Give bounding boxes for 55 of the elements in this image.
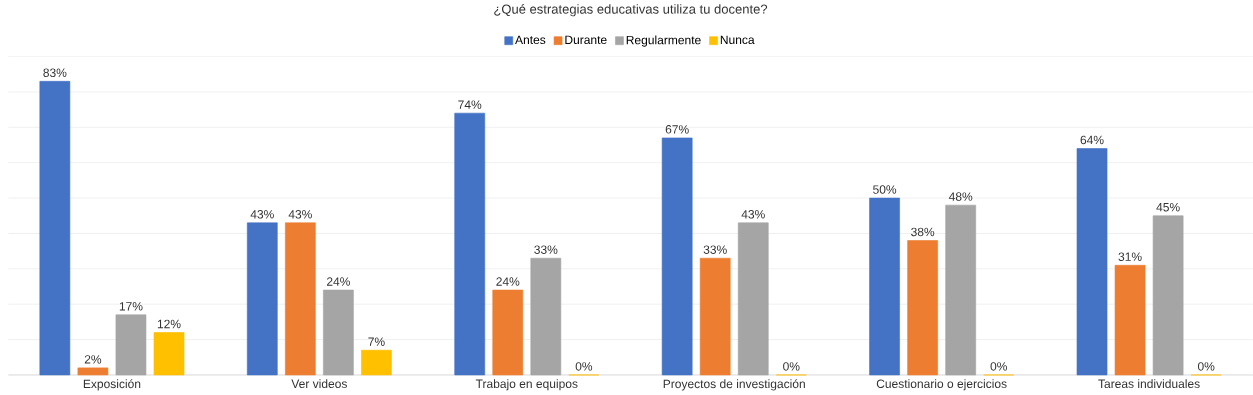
legend-label: Antes bbox=[515, 35, 546, 45]
x-tick-label: Trabajo en equipos bbox=[475, 379, 578, 391]
data-label: 64% bbox=[1080, 135, 1104, 145]
legend-label: Regularmente bbox=[626, 35, 701, 47]
chart-title: ¿Qué estrategias educativas utiliza tu docente? bbox=[494, 4, 768, 17]
data-label: 43% bbox=[250, 210, 274, 219]
bar bbox=[323, 289, 354, 376]
data-label: 0% bbox=[783, 362, 800, 371]
data-label: 0% bbox=[575, 362, 593, 371]
data-label: 24% bbox=[496, 277, 520, 286]
data-label: 24% bbox=[326, 277, 350, 286]
data-label: 45% bbox=[1156, 203, 1180, 212]
bar bbox=[1152, 215, 1184, 376]
data-label: 0% bbox=[990, 362, 1007, 371]
bar bbox=[1076, 148, 1108, 376]
bar bbox=[907, 240, 938, 376]
bar bbox=[945, 205, 977, 376]
bar bbox=[454, 113, 486, 376]
data-label: 43% bbox=[288, 210, 312, 219]
data-label: 33% bbox=[534, 245, 558, 255]
data-label: 17% bbox=[119, 302, 143, 311]
legend-label: Nunca bbox=[720, 35, 755, 45]
x-tick-label: Cuestionario o ejercicios bbox=[876, 379, 1007, 391]
bar bbox=[530, 258, 562, 376]
bar bbox=[492, 289, 524, 376]
legend-label: Durante bbox=[565, 35, 607, 45]
bar bbox=[737, 222, 769, 376]
bar bbox=[246, 222, 278, 376]
x-tick-label: Ver videos bbox=[291, 379, 347, 389]
x-tick-label: Exposición bbox=[83, 379, 141, 391]
data-label: 0% bbox=[1197, 362, 1215, 371]
data-label: 38% bbox=[911, 227, 935, 237]
bar bbox=[153, 332, 185, 376]
bar bbox=[77, 367, 109, 376]
data-label: 50% bbox=[873, 185, 897, 194]
data-label: 67% bbox=[665, 125, 689, 134]
data-label: 83% bbox=[43, 68, 67, 78]
data-label: 7% bbox=[368, 337, 385, 347]
data-label: 48% bbox=[948, 192, 973, 202]
data-label: 74% bbox=[458, 100, 482, 110]
x-tick-label: Tareas individuales bbox=[1098, 379, 1200, 389]
data-label: 2% bbox=[84, 355, 102, 364]
bar bbox=[361, 350, 392, 376]
bar bbox=[869, 197, 900, 376]
data-label: 31% bbox=[1118, 252, 1142, 262]
data-label: 33% bbox=[703, 245, 727, 255]
bar bbox=[661, 137, 693, 376]
bar bbox=[285, 222, 316, 376]
data-label: 43% bbox=[741, 210, 765, 219]
bar bbox=[39, 81, 71, 376]
bar bbox=[115, 314, 147, 376]
bar bbox=[699, 258, 731, 376]
bar bbox=[1114, 265, 1146, 376]
data-label: 12% bbox=[157, 319, 181, 329]
x-tick-label: Proyectos de investigación bbox=[663, 379, 805, 391]
